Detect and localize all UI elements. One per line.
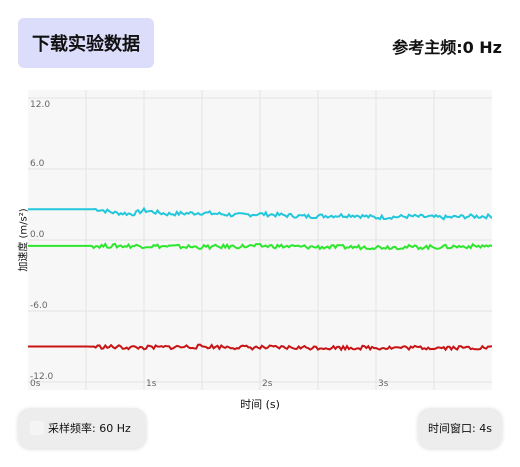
x-tick-label: 2s xyxy=(262,379,273,389)
series-line xyxy=(28,343,492,352)
y-tick-label: 12.0 xyxy=(30,100,50,110)
acceleration-chart: 12.0 6.0 0.0 -6.0 -12.0 0s 1s 2s 3s xyxy=(28,90,492,390)
y-tick-label: -12.0 xyxy=(30,372,54,382)
sample-rate-control[interactable]: 采样频率: 60 Hz xyxy=(18,408,146,448)
time-window-label: 时间窗口: 4s xyxy=(428,422,492,435)
download-data-button[interactable]: 下载实验数据 xyxy=(18,18,154,68)
x-axis-label: 时间 (s) xyxy=(240,398,280,411)
x-tick-label: 3s xyxy=(378,379,389,389)
reference-frequency-label: 参考主频:0 Hz xyxy=(392,38,502,57)
time-window-control[interactable]: 时间窗口: 4s xyxy=(418,408,502,448)
sample-rate-swatch xyxy=(30,421,44,435)
y-axis-label: 加速度 (m/s²) xyxy=(18,208,30,272)
y-tick-label: 6.0 xyxy=(30,159,45,169)
x-tick-label: 1s xyxy=(146,379,157,389)
sample-rate-label: 采样频率: 60 Hz xyxy=(48,422,131,435)
series-line xyxy=(28,206,492,221)
series-line xyxy=(28,242,492,251)
y-tick-label: -6.0 xyxy=(30,301,48,311)
y-tick-label: 0.0 xyxy=(30,230,45,240)
x-tick-label: 0s xyxy=(30,379,41,389)
chart-svg: 12.0 6.0 0.0 -6.0 -12.00s 1s 2s 3s xyxy=(28,90,492,390)
